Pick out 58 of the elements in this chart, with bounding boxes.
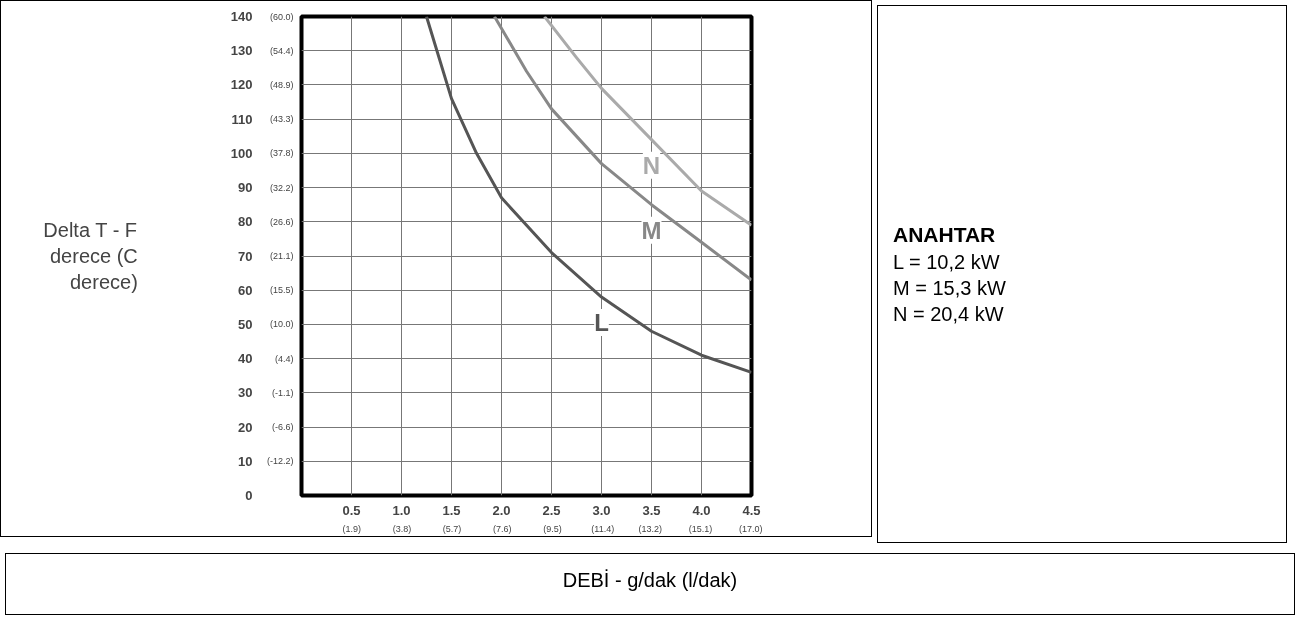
text: L = 10,2 kW: [893, 250, 1000, 273]
x-tick-label: 3.0: [592, 502, 611, 518]
x2-tick-label: (15.1): [688, 523, 713, 534]
y2-tick-label: (-6.6): [272, 421, 294, 432]
series-label: M: [641, 216, 662, 244]
x2-tick-label: (9.5): [543, 523, 562, 534]
y-tick-label: 70: [238, 248, 253, 264]
y-tick-label: 10: [238, 453, 253, 469]
y2-tick-label: (54.4): [269, 45, 294, 56]
x-tick-label: 4.0: [692, 502, 711, 518]
x-tick-label: 1.0: [392, 502, 411, 518]
x2-tick-label: (5.7): [442, 523, 462, 534]
y-tick-label: 40: [238, 351, 253, 367]
y-axis-title: Delta T - F derece (C derece): [43, 218, 138, 294]
x-tick-label: 0.5: [342, 502, 361, 518]
text: M = 15,3 kW: [893, 276, 1006, 299]
x2-tick-label: (7.6): [493, 523, 512, 534]
x-tick-label: 1.5: [442, 502, 461, 518]
y2-tick-label: (26.6): [269, 217, 294, 228]
y-tick-label: 90: [238, 180, 253, 196]
y2-tick-label: (21.1): [269, 251, 294, 261]
x-axis-title: DEBİ - g/dak (l/dak): [562, 568, 738, 593]
series-label: L: [594, 309, 609, 337]
line-series: [493, 16, 752, 282]
y-tick-label: 110: [231, 111, 253, 127]
y2-tick-label: (37.8): [269, 148, 294, 159]
text: ANAHTAR: [893, 223, 996, 247]
y2-tick-label: (60.0): [269, 11, 294, 22]
y2-tick-label: (10.0): [269, 319, 294, 330]
y2-tick-label: (4.4): [274, 353, 294, 364]
series-label: N: [642, 151, 661, 179]
line-series: [425, 16, 752, 374]
y2-tick-label: (43.3): [269, 114, 294, 125]
y-tick-label: 60: [238, 282, 253, 298]
y2-tick-label: (15.5): [269, 285, 294, 296]
y-tick-label: 120: [230, 77, 253, 93]
x2-tick-label: (17.0): [738, 523, 763, 534]
x2-tick-label: (11.4): [591, 523, 615, 534]
y2-tick-label: (-1.1): [272, 387, 294, 398]
y-tick-label: 80: [238, 214, 253, 230]
x2-tick-label: (13.2): [638, 523, 663, 534]
y-tick-label: 140: [230, 9, 253, 24]
text: N = 20,4 kW: [893, 302, 1004, 325]
y-tick-label: 20: [238, 419, 253, 435]
y-tick-label: 0: [245, 488, 253, 503]
x-tick-label: 2.0: [492, 502, 511, 518]
y-tick-label: 130: [230, 43, 253, 59]
y-tick-label: 30: [238, 385, 253, 401]
x2-tick-label: (3.8): [392, 523, 412, 534]
x-tick-label: 3.5: [642, 502, 661, 518]
y2-tick-label: (-12.2): [266, 456, 294, 467]
x2-tick-label: (1.9): [342, 523, 361, 534]
x-tick-label: 4.5: [742, 502, 761, 518]
y-tick-label: 50: [238, 316, 253, 332]
y2-tick-label: (48.9): [269, 79, 294, 90]
x-tick-label: 2.5: [542, 502, 561, 518]
y2-tick-label: (32.2): [269, 182, 294, 193]
y-tick-label: 100: [230, 145, 253, 161]
